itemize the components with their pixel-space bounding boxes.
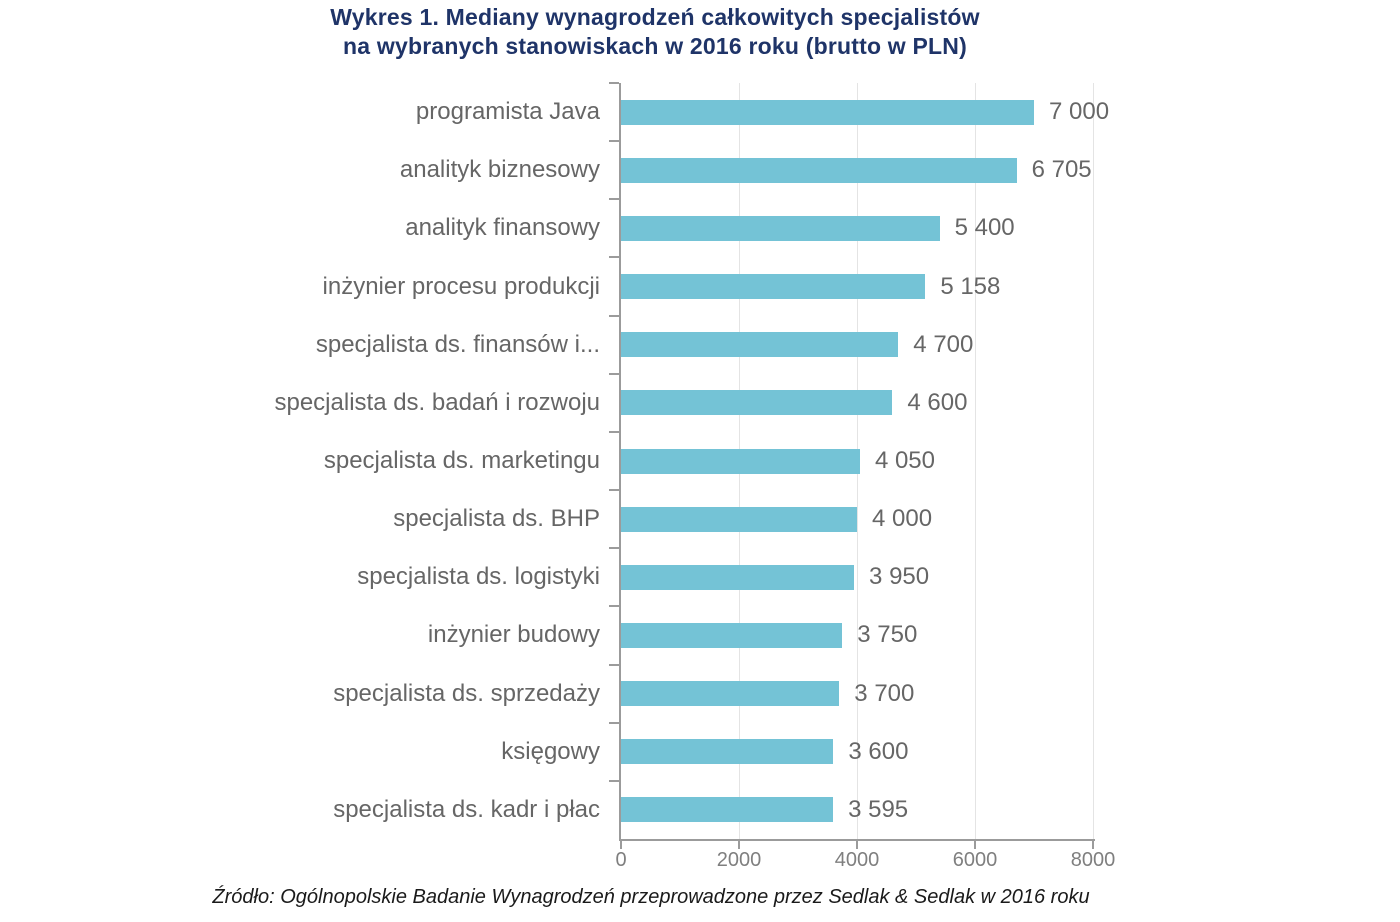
x-axis-tick-label: 0 bbox=[615, 849, 627, 871]
y-axis-tick bbox=[609, 721, 619, 724]
bar-row: 3 600 bbox=[621, 723, 1093, 781]
y-axis-tick bbox=[609, 140, 619, 143]
y-axis-line bbox=[619, 83, 621, 841]
bar bbox=[621, 215, 940, 241]
x-axis-tick bbox=[974, 841, 976, 849]
category-label: specjalista ds. kadr i płac bbox=[333, 795, 600, 823]
y-axis-tick bbox=[609, 779, 619, 782]
bar-row: 5 158 bbox=[621, 257, 1093, 315]
bar bbox=[621, 99, 1034, 125]
bar bbox=[621, 797, 834, 823]
chart-title: Wykres 1. Mediany wynagrodzeń całkowityc… bbox=[0, 3, 1310, 61]
bar bbox=[621, 564, 855, 590]
bar bbox=[621, 332, 899, 358]
bar-row: 6 705 bbox=[621, 141, 1093, 199]
value-label: 6 705 bbox=[1031, 156, 1092, 184]
y-axis-tick bbox=[609, 663, 619, 666]
category-axis-labels: programista Java analityk biznesowy analit… bbox=[0, 83, 600, 839]
bar-row: 5 400 bbox=[621, 199, 1093, 257]
value-label: 5 158 bbox=[940, 272, 1001, 300]
category-label: specjalista ds. badań i rozwoju bbox=[274, 388, 600, 416]
category-label: analityk finansowy bbox=[405, 214, 600, 242]
bar bbox=[621, 622, 843, 648]
x-axis-tick-label: 6000 bbox=[952, 849, 998, 871]
y-axis-tick bbox=[609, 605, 619, 608]
x-axis-tick-labels: 0 2000 4000 6000 8000 bbox=[615, 849, 1115, 875]
x-axis-tick bbox=[856, 841, 858, 849]
bar bbox=[621, 157, 1017, 183]
bar-row: 4 600 bbox=[621, 374, 1093, 432]
category-label: specjalista ds. BHP bbox=[393, 505, 600, 533]
bar bbox=[621, 274, 926, 300]
x-axis-tick bbox=[620, 841, 622, 849]
value-label: 3 600 bbox=[848, 737, 909, 765]
category-label: specjalista ds. marketingu bbox=[323, 447, 600, 475]
y-axis-tick bbox=[609, 430, 619, 433]
x-axis-line bbox=[619, 839, 1095, 841]
value-label: 5 400 bbox=[954, 214, 1015, 242]
bar-row: 3 750 bbox=[621, 606, 1093, 664]
category-label: inżynier procesu produkcji bbox=[322, 272, 600, 300]
plot-area: 7 000 6 705 5 400 5 158 4 700 4 600 4 050 4 000… bbox=[609, 82, 1109, 849]
y-axis-tick bbox=[609, 489, 619, 492]
bar-row: 3 700 bbox=[621, 665, 1093, 723]
x-axis-tick bbox=[1092, 841, 1094, 849]
x-axis-tick bbox=[738, 841, 740, 849]
chart-title-line2: na wybranych stanowiskach w 2016 roku (b… bbox=[343, 33, 967, 59]
chart-title-line1: Wykres 1. Mediany wynagrodzeń całkowityc… bbox=[330, 4, 980, 30]
bar bbox=[621, 739, 834, 765]
bar bbox=[621, 506, 857, 532]
bar-row: 4 700 bbox=[621, 316, 1093, 374]
bar-row: 3 595 bbox=[621, 781, 1093, 839]
y-axis-tick bbox=[609, 256, 619, 259]
gridline bbox=[1092, 83, 1094, 839]
value-label: 4 050 bbox=[874, 447, 935, 475]
y-axis-tick bbox=[609, 82, 619, 84]
y-axis-tick bbox=[609, 372, 619, 375]
category-label: inżynier budowy bbox=[427, 621, 600, 649]
x-axis-tick-label: 8000 bbox=[1070, 849, 1116, 871]
bar-row: 4 000 bbox=[621, 490, 1093, 548]
x-axis-tick-label: 2000 bbox=[716, 849, 762, 871]
bar bbox=[621, 448, 860, 474]
x-axis-tick-label: 4000 bbox=[834, 849, 880, 871]
source-note: Źródło: Ogólnopolskie Badanie Wynagrodze… bbox=[212, 886, 1090, 908]
category-label: specjalista ds. logistyki bbox=[357, 563, 600, 591]
value-label: 3 950 bbox=[869, 563, 930, 591]
y-axis-tick bbox=[609, 547, 619, 550]
gridline bbox=[974, 83, 976, 839]
category-label: specjalista ds. finansów i... bbox=[315, 330, 600, 358]
bar-row: 7 000 bbox=[621, 83, 1109, 141]
bar bbox=[621, 390, 893, 416]
value-label: 4 000 bbox=[872, 505, 933, 533]
y-axis-tick bbox=[609, 314, 619, 317]
category-label: specjalista ds. sprzedaży bbox=[333, 679, 600, 707]
value-label: 4 600 bbox=[907, 388, 968, 416]
category-label: programista Java bbox=[415, 98, 600, 126]
bar bbox=[621, 681, 840, 707]
category-label: księgowy bbox=[501, 737, 600, 765]
value-label: 3 700 bbox=[854, 679, 915, 707]
value-label: 7 000 bbox=[1049, 98, 1110, 126]
category-label: analityk biznesowy bbox=[399, 156, 600, 184]
bar-rows: 7 000 6 705 5 400 5 158 4 700 4 600 4 050 4 000… bbox=[621, 83, 1109, 839]
value-label: 3 750 bbox=[857, 621, 918, 649]
bar-row: 4 050 bbox=[621, 432, 1093, 490]
bar-row: 3 950 bbox=[621, 548, 1093, 606]
y-axis-tick bbox=[609, 198, 619, 201]
value-label: 3 595 bbox=[848, 795, 909, 823]
value-label: 4 700 bbox=[913, 330, 974, 358]
